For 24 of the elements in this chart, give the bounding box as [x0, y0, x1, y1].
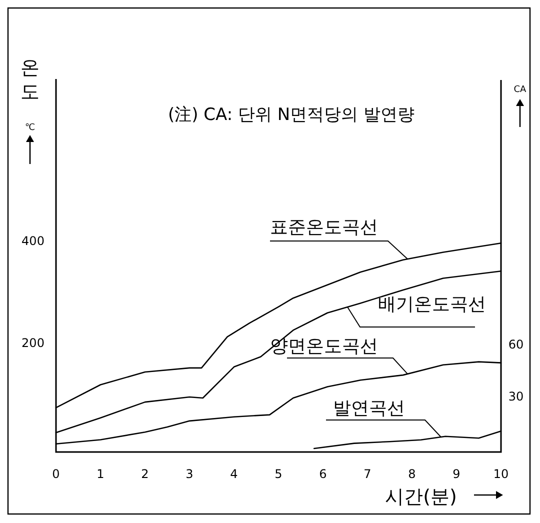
y-tick-label: 200 [22, 336, 44, 350]
x-tick-label: 9 [452, 467, 460, 481]
x-tick-label: 4 [230, 467, 238, 481]
annotation: (注) CA: 단위 N면적당의 발연량 [168, 105, 415, 125]
y-axis-title: 온도 [20, 57, 40, 103]
y2-tick-label: 60 [508, 337, 524, 352]
x-tick-label: 5 [274, 467, 282, 481]
x-tick-label: 10 [493, 467, 509, 481]
text: ℃ [24, 123, 36, 133]
x-tick-label: 8 [408, 467, 416, 481]
y2-axis-title: CA [514, 85, 528, 95]
x-tick-label: 3 [186, 467, 194, 481]
series-label: 표준온도곡선 [270, 217, 378, 238]
series-label: 발연곡선 [333, 398, 405, 419]
x-tick-label: 2 [141, 467, 149, 481]
x-tick-label: 0 [52, 467, 60, 481]
x-axis-title: 시간(분) [385, 486, 457, 508]
y-tick-label: 400 [22, 234, 44, 248]
x-tick-label: 1 [96, 467, 104, 481]
x-tick-label: 6 [319, 467, 327, 481]
x-tick-label: 7 [364, 467, 372, 481]
series-label: 양면온도곡선 [270, 336, 378, 357]
y2-tick-label: 30 [508, 389, 524, 404]
series-label: 배기온도곡선 [378, 294, 486, 315]
